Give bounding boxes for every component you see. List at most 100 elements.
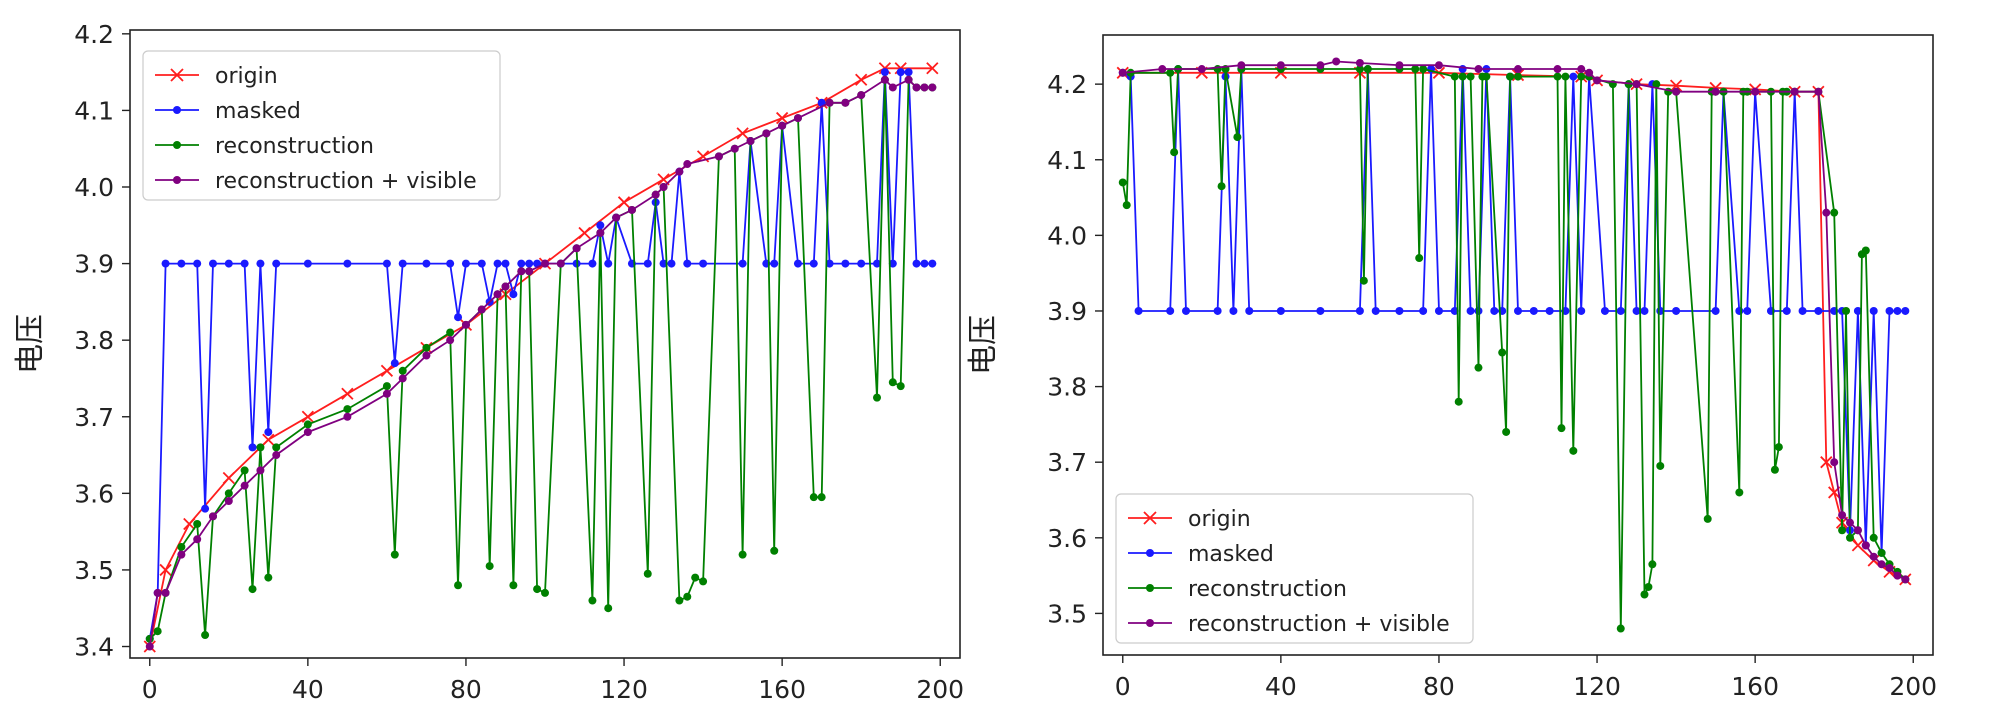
- data-point: [201, 504, 210, 513]
- data-point: [382, 382, 391, 391]
- data-point: [264, 428, 273, 437]
- data-point: [683, 592, 692, 601]
- data-point: [1276, 61, 1285, 70]
- data-point: [912, 259, 921, 268]
- data-point: [517, 259, 526, 268]
- data-point: [1632, 306, 1641, 315]
- data-point: [183, 517, 196, 531]
- data-point: [1557, 424, 1566, 433]
- data-point: [920, 259, 929, 268]
- data-point: [1213, 306, 1222, 315]
- data-point: [691, 573, 700, 582]
- data-point: [1316, 61, 1325, 70]
- legend-marker: [1143, 511, 1157, 525]
- data-point: [1644, 582, 1653, 591]
- data-point: [1577, 306, 1586, 315]
- data-point: [398, 374, 407, 383]
- data-point: [738, 550, 747, 559]
- data-point: [1770, 465, 1779, 474]
- x-tick-label: 160: [758, 675, 806, 704]
- data-point: [159, 563, 172, 577]
- data-point: [240, 466, 249, 475]
- data-point: [1885, 306, 1894, 315]
- data-point: [1197, 65, 1206, 74]
- data-point: [161, 588, 170, 597]
- y-tick-label: 3.9: [74, 250, 114, 279]
- data-point: [161, 259, 170, 268]
- data-point: [643, 569, 652, 578]
- data-point: [461, 320, 470, 329]
- data-point: [248, 585, 257, 594]
- data-point: [525, 259, 534, 268]
- data-point: [153, 588, 162, 597]
- data-point: [256, 443, 265, 452]
- data-point: [1458, 72, 1467, 81]
- data-point: [343, 405, 352, 414]
- data-point: [873, 259, 881, 268]
- data-point: [1869, 306, 1878, 315]
- data-point: [1577, 65, 1586, 74]
- y-tick-label: 3.9: [1047, 297, 1087, 326]
- data-point: [1229, 306, 1238, 315]
- x-tick-label: 120: [1573, 672, 1621, 701]
- data-point: [501, 282, 510, 291]
- data-point: [177, 550, 186, 559]
- data-point: [509, 581, 518, 590]
- chart-2: 0 40 80 120 160 200 3.5 3.6 3.7 3.8 3.9 4.0 4.1 4.2 电压…: [966, 34, 1937, 701]
- data-point: [1830, 458, 1839, 467]
- y-tick-label: 3.8: [74, 326, 114, 355]
- data-point: [1332, 57, 1341, 66]
- data-point: [1861, 246, 1870, 255]
- data-point: [153, 627, 162, 636]
- data-point: [1853, 306, 1862, 315]
- legend-label: origin: [1188, 507, 1251, 532]
- data-point: [1434, 61, 1443, 70]
- data-point: [493, 290, 502, 299]
- data-point: [1830, 208, 1839, 217]
- data-point: [1585, 68, 1594, 77]
- data-point: [256, 466, 265, 475]
- data-point: [1158, 65, 1167, 74]
- data-point: [1593, 76, 1602, 85]
- data-point: [272, 451, 281, 460]
- data-point: [272, 443, 281, 452]
- data-point: [1482, 72, 1491, 81]
- data-point: [1672, 87, 1681, 96]
- data-point: [659, 183, 668, 191]
- data-point: [1798, 306, 1807, 315]
- data-point: [446, 328, 455, 337]
- data-point: [1514, 65, 1522, 74]
- data-point: [896, 382, 905, 391]
- legend-label: masked: [1188, 542, 1274, 567]
- data-point: [256, 259, 265, 268]
- data-point: [224, 259, 233, 268]
- data-point: [809, 259, 818, 268]
- data-point: [1395, 306, 1404, 315]
- data-point: [1869, 552, 1878, 561]
- data-point: [1853, 526, 1862, 535]
- data-point: [1237, 61, 1246, 70]
- legend-marker: [1146, 619, 1154, 627]
- data-point: [422, 343, 431, 352]
- data-point: [588, 596, 597, 605]
- data-point: [477, 259, 486, 268]
- data-point: [201, 631, 210, 640]
- series-line: [149, 77, 933, 640]
- data-point: [446, 336, 455, 345]
- data-point: [651, 190, 660, 199]
- data-point: [272, 259, 281, 268]
- data-point: [1474, 363, 1483, 372]
- data-point: [493, 259, 502, 268]
- data-point: [1553, 65, 1562, 74]
- data-point: [1846, 533, 1854, 542]
- x-tick-label: 0: [142, 675, 158, 704]
- data-point: [1134, 306, 1143, 315]
- data-point: [928, 83, 937, 92]
- data-point: [904, 68, 913, 77]
- y-tick-label: 3.6: [1047, 524, 1087, 553]
- y-tick-label: 4.0: [74, 173, 114, 202]
- data-point: [793, 114, 802, 123]
- data-point: [1502, 427, 1511, 436]
- data-point: [1877, 560, 1886, 569]
- data-point: [193, 519, 202, 528]
